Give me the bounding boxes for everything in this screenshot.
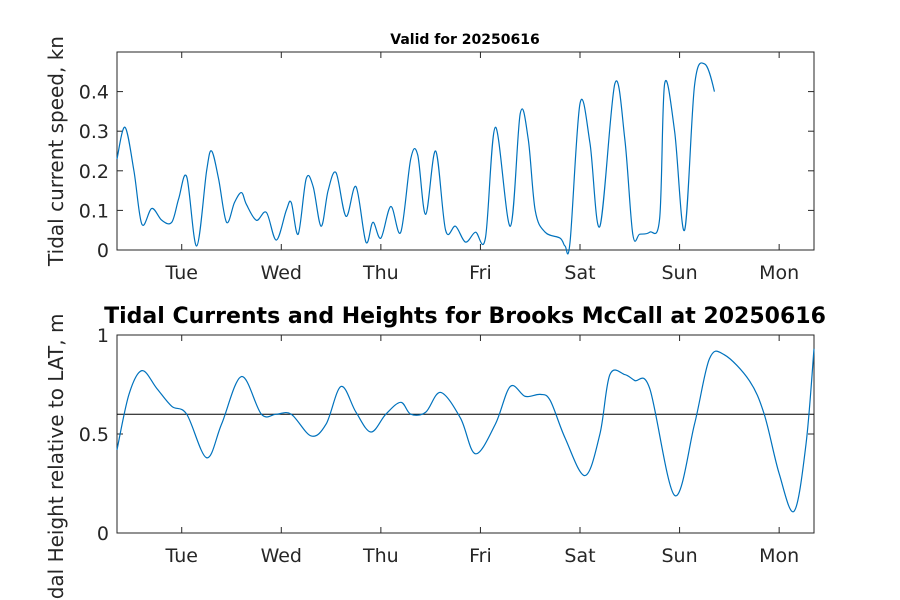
current-speed-xtick-label: Wed: [261, 262, 302, 284]
tidal-height-series: [116, 348, 815, 513]
current-speed-ticks: 0 0.1 0.2 0.3 0.4 Tue Wed Thu Fri Sat Sun Mon: [79, 52, 814, 284]
tidal-height-xtick-label: Thu: [362, 545, 399, 567]
current-speed-axes: [116, 51, 815, 251]
current-speed-ytick-label: 0.3: [79, 121, 109, 143]
tidal-height-xtick-label: Mon: [759, 545, 799, 567]
tidal-height-panel: Tidal Currents and Heights for Brooks Mc…: [44, 304, 826, 600]
tidal-height-ytick-label: 0.5: [79, 424, 109, 446]
tidal-height-xtick-label: Wed: [261, 545, 302, 567]
tidal-height-title: Tidal Currents and Heights for Brooks Mc…: [104, 304, 826, 329]
tidal-height-ylabel: Tidal Height relative to LAT, m: [44, 314, 68, 600]
current-speed-xtick-label: Sat: [564, 262, 595, 284]
tidal-height-xtick-label: Tue: [164, 545, 197, 567]
current-speed-title: Valid for 20250616: [390, 32, 539, 48]
current-speed-ytick-label: 0.2: [79, 161, 109, 183]
current-speed-xtick-label: Mon: [759, 262, 799, 284]
current-speed-ytick-label: 0: [97, 240, 109, 262]
current-speed-xtick-label: Fri: [469, 262, 492, 284]
tidal-height-ticks: 0 0.5 1 Tue Wed Thu Fri Sat Sun Mon: [79, 325, 814, 567]
tidal-height-xtick-label: Sat: [564, 545, 595, 567]
tidal-height-ytick-label: 0: [97, 523, 109, 545]
current-speed-xtick-label: Sun: [662, 262, 698, 284]
current-speed-panel: Valid for 20250616 0 0.1 0.2 0.3 0.4 Tue Wed Th…: [44, 32, 815, 284]
current-speed-ytick-label: 0.1: [79, 200, 109, 222]
tidal-height-xtick-label: Sun: [662, 545, 698, 567]
current-speed-xtick-label: Thu: [362, 262, 399, 284]
tidal-height-ytick-label: 1: [97, 325, 109, 347]
current-speed-ytick-label: 0.4: [79, 82, 109, 104]
tidal-height-axes: [116, 334, 815, 534]
current-speed-ylabel: Tidal current speed, kn: [44, 36, 68, 267]
current-speed-xtick-label: Tue: [164, 262, 197, 284]
current-speed-series: [116, 62, 716, 255]
tidal-height-xtick-label: Fri: [469, 545, 492, 567]
